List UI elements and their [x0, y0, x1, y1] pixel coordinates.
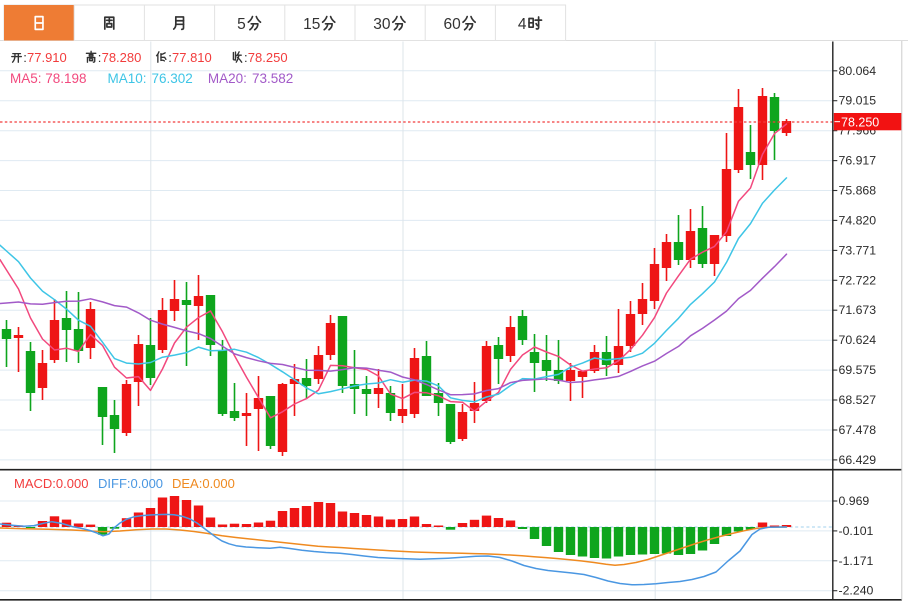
- svg-text:79.015: 79.015: [839, 94, 877, 108]
- svg-text:74.820: 74.820: [839, 213, 877, 227]
- svg-text:77.910: 77.910: [27, 50, 67, 65]
- svg-text::: :: [23, 50, 27, 65]
- svg-text:78.250: 78.250: [248, 50, 288, 65]
- svg-text:72.722: 72.722: [839, 273, 877, 287]
- svg-text:73.771: 73.771: [839, 243, 877, 257]
- svg-text:4: 4: [518, 16, 527, 33]
- svg-text:78.280: 78.280: [102, 50, 142, 65]
- svg-text:69.575: 69.575: [839, 363, 877, 377]
- svg-text:-2.240: -2.240: [839, 584, 874, 598]
- svg-text:76.302: 76.302: [152, 71, 193, 86]
- svg-text:70.624: 70.624: [839, 333, 877, 347]
- svg-text:30: 30: [373, 16, 391, 33]
- svg-text:5: 5: [237, 16, 246, 33]
- svg-text:66.429: 66.429: [839, 453, 877, 467]
- svg-text:15: 15: [303, 16, 320, 33]
- svg-text:-0.101: -0.101: [839, 524, 874, 538]
- svg-text:78.250: 78.250: [841, 115, 879, 129]
- svg-text:71.673: 71.673: [839, 303, 877, 317]
- svg-text:77.810: 77.810: [172, 50, 212, 65]
- svg-text:80.064: 80.064: [839, 64, 877, 78]
- svg-text:MACD:0.000: MACD:0.000: [14, 476, 88, 491]
- svg-text:-1.171: -1.171: [839, 554, 874, 568]
- svg-text:73.582: 73.582: [252, 71, 293, 86]
- svg-text:MA5: 78.198: MA5: 78.198: [10, 71, 87, 86]
- svg-text:DIFF:0.000: DIFF:0.000: [98, 476, 163, 491]
- svg-text::: :: [168, 50, 172, 65]
- svg-text:60: 60: [444, 16, 462, 33]
- svg-text:MA10:: MA10:: [108, 71, 147, 86]
- svg-text:68.527: 68.527: [839, 393, 877, 407]
- svg-text:76.917: 76.917: [839, 154, 877, 168]
- svg-text::: :: [98, 50, 102, 65]
- svg-text::: :: [244, 50, 248, 65]
- svg-text:75.868: 75.868: [839, 184, 877, 198]
- svg-text:67.478: 67.478: [839, 423, 877, 437]
- svg-text:0.969: 0.969: [839, 494, 870, 508]
- svg-text:DEA:0.000: DEA:0.000: [172, 476, 235, 491]
- svg-text:MA20:: MA20:: [208, 71, 247, 86]
